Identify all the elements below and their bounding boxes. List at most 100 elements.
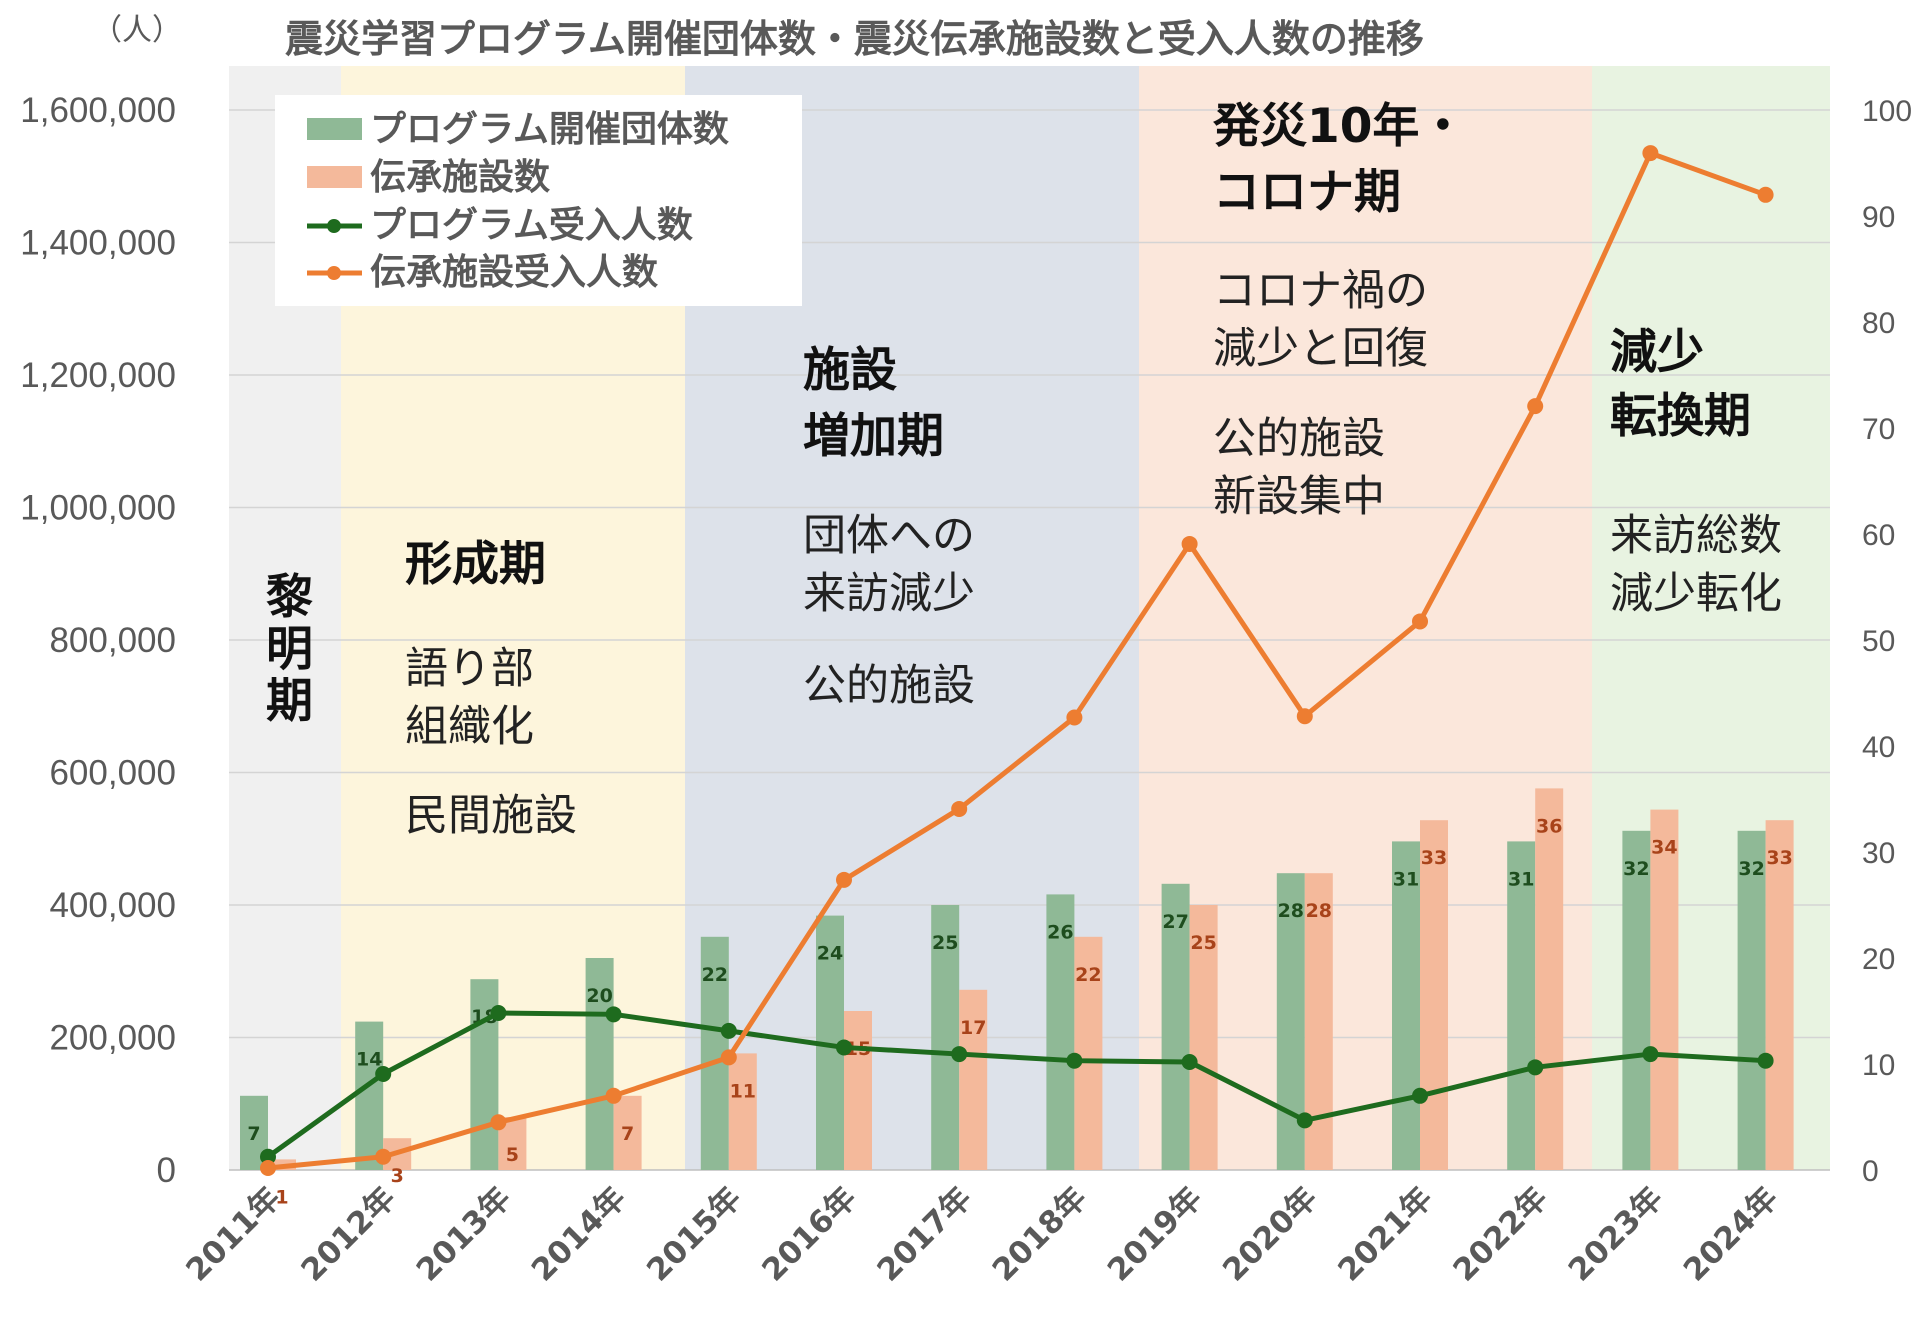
point-facility-visitors (1412, 613, 1428, 630)
legend-label-facility-visitors: 伝承施設受入人数 (370, 252, 658, 293)
bar-facilities (959, 989, 988, 1170)
y-tick-label: 800,000 (49, 621, 176, 660)
bar-label-program-orgs: 31 (1508, 868, 1534, 890)
y2-axis-ticks: 0 10 20 30 40 50 60 70 80 90 100 (1862, 95, 1912, 1188)
line-facility-visitors (267, 150, 1767, 1171)
legend: プログラム開催団体数 伝承施設数 プログラム受入人数 伝承施設受入人数 (275, 95, 802, 306)
bar-program-orgs (1161, 883, 1190, 1170)
bar-label-program-orgs: 26 (1047, 921, 1073, 943)
phase-zoka-text-1: 団体への (803, 511, 975, 561)
x-tick-label: 2015年 (640, 1180, 748, 1288)
bar-label-facilities: 33 (1766, 847, 1792, 869)
bar-label-program-orgs: 7 (247, 1123, 260, 1145)
point-program-visitors (1181, 1054, 1198, 1071)
bar-facilities (1420, 820, 1448, 1170)
x-tick-label: 2019年 (1101, 1180, 1209, 1288)
phase-corona-title-2: コロナ期 (1213, 165, 1401, 220)
y-axis-unit: （人） (92, 13, 182, 48)
bar-label-facilities: 34 (1651, 837, 1677, 859)
bar-program-orgs (1046, 894, 1075, 1170)
point-facility-visitors (836, 871, 852, 888)
bar-label-program-orgs: 32 (1623, 858, 1649, 880)
phase-label-tenkan: 減少 転換期 来訪総数 減少転化 (1610, 325, 1782, 619)
phase-keisei-text-1: 語り部 (405, 644, 534, 694)
bar-label-program-orgs: 28 (1278, 900, 1304, 922)
legend-box (275, 95, 802, 306)
bar-label-facilities: 33 (1421, 847, 1447, 869)
point-program-visitors (1066, 1052, 1083, 1069)
point-program-visitors (720, 1022, 737, 1039)
y-tick-label: 1,400,000 (20, 224, 176, 263)
y-tick-label: 0 (157, 1151, 176, 1190)
point-facility-visitors (1527, 398, 1544, 415)
x-tick-label: 2012年 (294, 1180, 402, 1288)
point-facility-visitors (1066, 709, 1083, 726)
x-axis-ticks: 2011年 2012年 2013年 2014年 2015年 2016年 2017年 2018年… (179, 1180, 1785, 1288)
lines (260, 145, 1774, 1177)
phase-label-zoka: 施設 増加期 団体への 来訪減少 公的施設 (803, 343, 975, 711)
point-facility-visitors (1642, 145, 1659, 162)
legend-marker-facility-visitors (327, 266, 341, 280)
chart-title: 震災学習プログラム開催団体数・震災伝承施設数と受入人数の推移 (285, 17, 1424, 61)
x-tick-label: 2017年 (870, 1180, 978, 1288)
bar-facilities (1650, 809, 1679, 1170)
bar-label-facilities: 17 (960, 1017, 986, 1039)
phase-corona-text-1: コロナ禍の (1213, 266, 1428, 316)
phase-label-corona: 発災10年・ コロナ期 コロナ禍の 減少と回復 公的施設 新設集中 (1213, 99, 1466, 522)
legend-label-program-orgs: プログラム開催団体数 (370, 109, 729, 150)
point-program-visitors (490, 1004, 507, 1021)
bar-program-orgs (931, 905, 960, 1170)
phase-tenkan-title-2: 転換期 (1610, 389, 1751, 444)
phase-keisei-title: 形成期 (405, 537, 546, 592)
y-tick-label: 1,000,000 (20, 489, 176, 528)
line-program-visitors (266, 1010, 1766, 1159)
x-tick-label: 2013年 (410, 1180, 518, 1288)
x-tick-label: 2020年 (1216, 1180, 1324, 1288)
phase-zoka-text-3: 公的施設 (803, 661, 975, 711)
point-program-visitors (836, 1039, 852, 1056)
bar-facilities (1535, 788, 1564, 1170)
legend-swatch-facilities (307, 166, 362, 188)
phase-zoka-title-2: 増加期 (803, 409, 944, 464)
point-facility-visitors (951, 800, 968, 817)
x-tick-label: 2011年 (179, 1180, 287, 1288)
x-tick-label: 2021年 (1331, 1180, 1439, 1288)
bar-label-facilities: 5 (506, 1144, 519, 1166)
point-facility-visitors (260, 1160, 276, 1177)
y2-tick-label: 80 (1862, 307, 1895, 340)
bar-program-orgs (1507, 841, 1536, 1170)
y-axis-ticks: 0 200,000 400,000 600,000 800,000 1,000,000 1,… (20, 91, 176, 1190)
legend-label-program-visitors: プログラム受入人数 (370, 205, 693, 246)
bar-label-program-orgs: 22 (702, 964, 728, 986)
bar-facilities (613, 1095, 642, 1170)
y2-tick-label: 0 (1862, 1155, 1879, 1188)
bar-facilities (1189, 905, 1218, 1170)
y2-tick-label: 70 (1862, 413, 1895, 446)
y2-tick-label: 100 (1862, 95, 1912, 128)
bar-label-facilities: 28 (1306, 900, 1332, 922)
point-facility-visitors (1757, 186, 1774, 203)
bar-facilities (844, 1011, 872, 1170)
point-facility-visitors (490, 1114, 507, 1131)
y2-tick-label: 20 (1862, 943, 1895, 976)
legend-marker-program-visitors (327, 219, 341, 233)
phase-zoka-text-2: 来訪減少 (803, 569, 975, 619)
point-program-visitors (951, 1046, 968, 1063)
y-tick-label: 200,000 (49, 1019, 176, 1058)
point-program-visitors (1296, 1112, 1313, 1129)
phase-reimei-char-2: 明 (266, 622, 313, 677)
phase-zoka-title-1: 施設 (803, 343, 897, 398)
x-tick-label: 2016年 (755, 1180, 863, 1288)
x-tick-label: 2024年 (1677, 1180, 1785, 1288)
y-tick-label: 1,600,000 (20, 91, 176, 130)
bar-facilities (728, 1053, 757, 1170)
bar-label-facilities: 7 (621, 1123, 634, 1145)
point-facility-visitors (720, 1049, 737, 1066)
phase-corona-title-1: 発災10年・ (1213, 99, 1466, 154)
legend-label-facilities: 伝承施設数 (370, 157, 550, 198)
x-tick-label: 2014年 (525, 1180, 633, 1288)
bar-label-program-orgs: 27 (1162, 911, 1188, 933)
y2-tick-label: 50 (1862, 625, 1895, 658)
